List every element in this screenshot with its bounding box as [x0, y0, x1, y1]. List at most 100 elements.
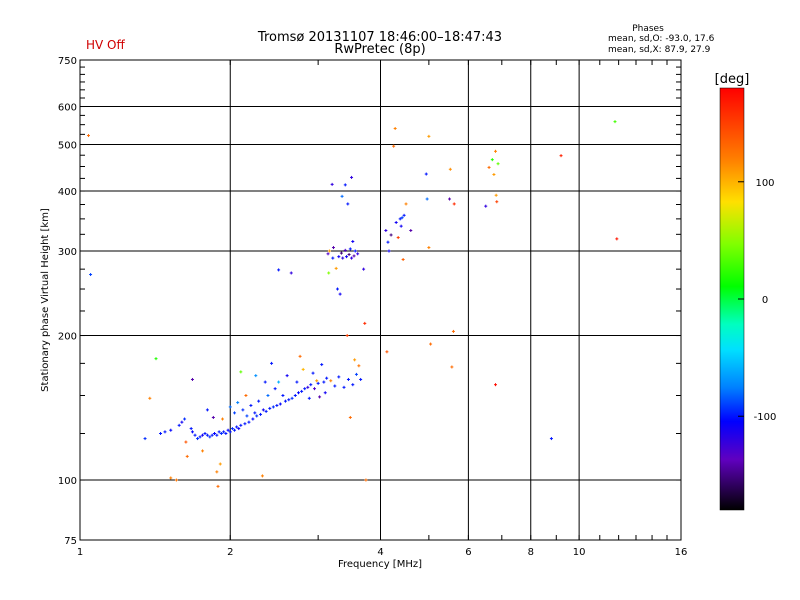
data-point — [222, 430, 226, 434]
data-point — [290, 396, 294, 400]
data-point — [189, 427, 193, 431]
data-point — [281, 394, 285, 398]
data-point — [400, 216, 404, 220]
data-point — [351, 383, 355, 387]
data-point — [185, 454, 189, 458]
data-point — [311, 371, 315, 375]
data-point — [356, 252, 360, 256]
colorbar-label: [deg] — [715, 72, 750, 87]
data-point — [362, 267, 366, 271]
data-point — [300, 389, 304, 393]
data-point — [216, 484, 220, 488]
data-point — [251, 417, 255, 421]
data-point — [494, 383, 498, 387]
data-point — [247, 420, 251, 424]
data-point — [331, 256, 335, 260]
data-point — [264, 409, 268, 413]
data-point — [387, 249, 391, 253]
data-point — [243, 422, 247, 426]
data-point — [427, 134, 431, 138]
data-point — [450, 365, 454, 369]
y-tick-label: 200 — [58, 332, 77, 343]
x-axis-label: Frequency [MHz] — [338, 559, 422, 570]
data-point — [353, 249, 357, 253]
data-point — [289, 271, 293, 275]
data-point — [208, 435, 212, 439]
data-point — [484, 204, 488, 208]
data-point — [218, 462, 222, 466]
data-point — [393, 126, 397, 130]
data-point — [230, 427, 234, 431]
data-point — [495, 200, 499, 204]
data-point — [394, 220, 398, 224]
data-point — [404, 202, 408, 206]
data-point — [303, 387, 307, 391]
data-point — [183, 417, 187, 421]
data-point — [174, 478, 178, 482]
colorbar-tick-label: 0 — [762, 295, 768, 306]
data-point — [273, 387, 277, 391]
data-point — [235, 425, 239, 429]
data-point — [348, 415, 352, 419]
data-point — [615, 237, 619, 241]
data-point — [490, 158, 494, 162]
colorbar-tick-label: 100 — [755, 178, 774, 189]
data-point — [315, 379, 319, 383]
data-point — [277, 268, 281, 272]
data-point — [285, 374, 289, 378]
data-point — [169, 428, 173, 432]
data-point — [163, 430, 167, 434]
data-point — [448, 167, 452, 171]
data-point — [190, 377, 194, 381]
phase-stats-x: mean, sd,X: 87.9, 27.9 — [608, 45, 711, 55]
data-point — [236, 401, 240, 405]
y-tick-label: 500 — [58, 141, 77, 152]
data-point — [255, 414, 259, 418]
data-point — [359, 377, 363, 381]
data-point — [341, 256, 345, 260]
data-point — [271, 405, 275, 409]
grid — [80, 60, 681, 540]
data-point — [190, 430, 194, 434]
phase-stats-o: mean, sd,O: -93.0, 17.6 — [608, 34, 715, 44]
data-point — [217, 430, 221, 434]
data-point — [228, 405, 232, 409]
data-point — [392, 144, 396, 148]
x-tick-label: 2 — [227, 547, 233, 558]
data-point — [159, 432, 163, 436]
echo-points — [87, 120, 619, 488]
data-point — [334, 266, 338, 270]
data-point — [287, 398, 291, 402]
data-point — [312, 387, 316, 391]
data-point — [283, 399, 287, 403]
data-point — [224, 432, 228, 436]
data-point — [326, 252, 330, 256]
data-point — [263, 380, 267, 384]
data-point — [327, 249, 331, 253]
data-point — [401, 258, 405, 262]
data-point — [348, 247, 352, 251]
data-point — [327, 271, 331, 275]
data-point — [345, 255, 349, 259]
data-point — [337, 375, 341, 379]
data-point — [143, 437, 147, 441]
x-tick-label: 8 — [528, 547, 534, 558]
data-point — [244, 394, 248, 398]
data-point — [307, 396, 311, 400]
x-tick-label: 4 — [377, 547, 383, 558]
x-tick-label: 10 — [573, 547, 586, 558]
data-point — [309, 383, 313, 387]
data-point — [424, 172, 428, 176]
data-point — [233, 411, 237, 415]
data-point — [205, 433, 209, 437]
data-point — [215, 433, 219, 437]
chart-subtitle: RwPretec (8p) — [334, 42, 425, 57]
data-point — [306, 385, 310, 389]
data-point — [385, 350, 389, 354]
data-point — [389, 233, 393, 237]
data-point — [318, 395, 322, 399]
data-point — [203, 432, 207, 436]
data-point — [452, 202, 456, 206]
data-point — [559, 154, 563, 158]
x-tick-label: 16 — [675, 547, 688, 558]
